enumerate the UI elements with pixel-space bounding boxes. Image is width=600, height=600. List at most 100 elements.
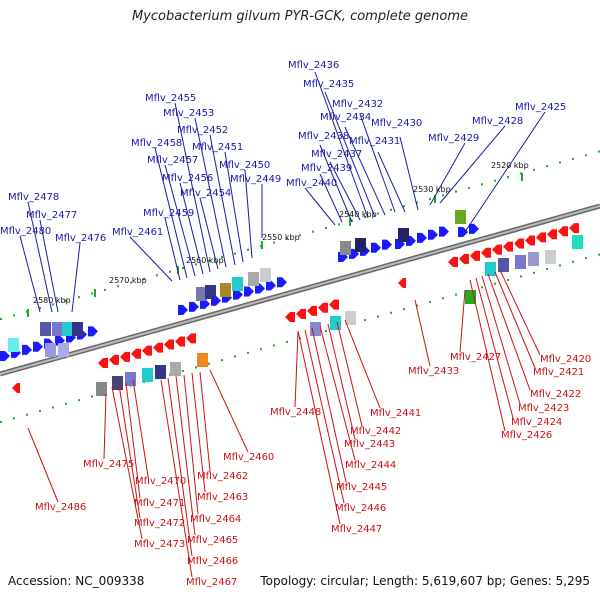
leader-line <box>304 329 345 504</box>
rail-dot <box>13 314 15 317</box>
reverse-gene-arrow <box>296 308 306 319</box>
gene-label: Mflv_2426 <box>501 430 552 441</box>
reverse-gene-arrow <box>131 348 141 359</box>
leader-line <box>39 219 59 313</box>
leader-line <box>111 386 143 540</box>
feature-box <box>515 255 526 269</box>
reverse-gene-arrow <box>514 238 524 249</box>
forward-genes <box>0 223 479 361</box>
rail-dot <box>104 288 106 291</box>
feature-box <box>498 258 509 272</box>
leader-line <box>327 323 356 440</box>
gene-label: Mflv_2486 <box>35 502 86 513</box>
reverse-gene-arrow <box>175 336 185 347</box>
reverse-gene-arrow <box>142 345 152 356</box>
forward-gene-arrow <box>0 351 10 361</box>
reverse-gene-arrow <box>307 305 317 316</box>
forward-gene-arrow <box>200 298 210 309</box>
leader-line <box>494 271 536 369</box>
reverse-gene-arrow <box>318 302 328 313</box>
rail-dot <box>390 311 392 314</box>
rail-dot <box>52 406 54 409</box>
rail-dot <box>533 168 535 171</box>
leader-line <box>160 379 193 578</box>
leader-line <box>164 217 181 281</box>
tick-label: 2580 kbp <box>33 296 71 305</box>
leader-line <box>191 372 206 493</box>
gene-label: Mflv_2439 <box>301 163 352 174</box>
gene-label: Mflv_2432 <box>332 99 383 110</box>
map-title: Mycobacterium gilvum PYR-GCK, complete g… <box>131 9 469 24</box>
gene-label: Mflv_2475 <box>83 459 134 470</box>
tick-rails <box>0 150 600 423</box>
leader-line <box>129 236 173 282</box>
rail-dot <box>468 186 470 189</box>
feature-box <box>197 353 208 367</box>
feature-box <box>45 343 56 357</box>
rail-dot <box>429 197 431 200</box>
rail-dot <box>442 194 444 197</box>
rail-dot <box>377 212 379 215</box>
rail-dot <box>208 362 210 365</box>
reverse-gene-arrow <box>12 383 20 393</box>
reverse-gene-arrow <box>98 358 108 368</box>
leader-line <box>464 111 546 233</box>
reverse-gene-arrow <box>459 253 469 264</box>
gene-label: Mflv_2456 <box>162 173 213 184</box>
leader-line <box>359 113 396 213</box>
leader-line <box>118 384 141 519</box>
bottom-gene-labels: Mflv_2420 Mflv_2421 Mflv_2422 Mflv_2423 Mflv… <box>35 352 591 588</box>
rail-dot <box>39 307 41 310</box>
leader-line <box>125 382 141 499</box>
feature-box <box>52 322 63 336</box>
gene-label: Mflv_2476 <box>55 233 106 244</box>
gene-label: Mflv_2429 <box>428 133 479 144</box>
reverse-gene-arrow <box>470 250 480 261</box>
rail-dot <box>455 293 457 296</box>
gene-label: Mflv_2444 <box>345 460 396 471</box>
reverse-gene-arrow <box>547 229 557 240</box>
feature-box <box>170 362 181 376</box>
rail-dot <box>559 161 561 164</box>
accession-text: Accession: NC_009338 <box>8 574 145 588</box>
forward-gene-arrow <box>417 232 427 243</box>
leader-line <box>481 275 521 405</box>
gene-label: Mflv_2425 <box>515 102 566 113</box>
gene-label: Mflv_2459 <box>143 208 194 219</box>
gene-label: Mflv_2480 <box>0 226 51 237</box>
rail-dot <box>494 179 496 182</box>
rail-dot <box>312 230 314 233</box>
rail-dot <box>273 344 275 347</box>
gene-label: Mflv_2449 <box>230 174 281 185</box>
leader-line <box>164 164 196 277</box>
leader-line <box>319 325 356 461</box>
rail-dot <box>182 370 184 373</box>
feature-box <box>155 365 166 379</box>
gene-label: Mflv_2471 <box>134 498 185 509</box>
leader-line <box>294 331 299 408</box>
gene-label: Mflv_2465 <box>187 535 238 546</box>
rail-dot <box>130 281 132 284</box>
feature-box <box>330 316 341 330</box>
leader-line <box>487 273 531 391</box>
leader-line <box>199 197 219 270</box>
feature-boxes <box>8 210 583 396</box>
gene-label: Mflv_2420 <box>540 354 591 365</box>
feature-box <box>355 238 366 252</box>
leader-line <box>27 427 59 503</box>
reverse-gene-arrow <box>503 241 513 252</box>
leader-line <box>414 299 431 367</box>
leader-line <box>311 327 347 483</box>
rail-dot <box>208 259 210 262</box>
rail-dot <box>325 227 327 229</box>
rail-dot <box>247 351 249 354</box>
feature-box <box>8 338 19 352</box>
tick-label: 2560 kbp <box>186 256 224 265</box>
leader-line <box>27 201 53 313</box>
gene-label: Mflv_2466 <box>187 556 238 567</box>
forward-gene-arrow <box>178 305 188 315</box>
gene-label: Mflv_2441 <box>370 408 421 419</box>
forward-gene-arrow <box>244 286 254 297</box>
leader-line <box>336 321 363 427</box>
gene-label: Mflv_2434 <box>320 112 371 123</box>
